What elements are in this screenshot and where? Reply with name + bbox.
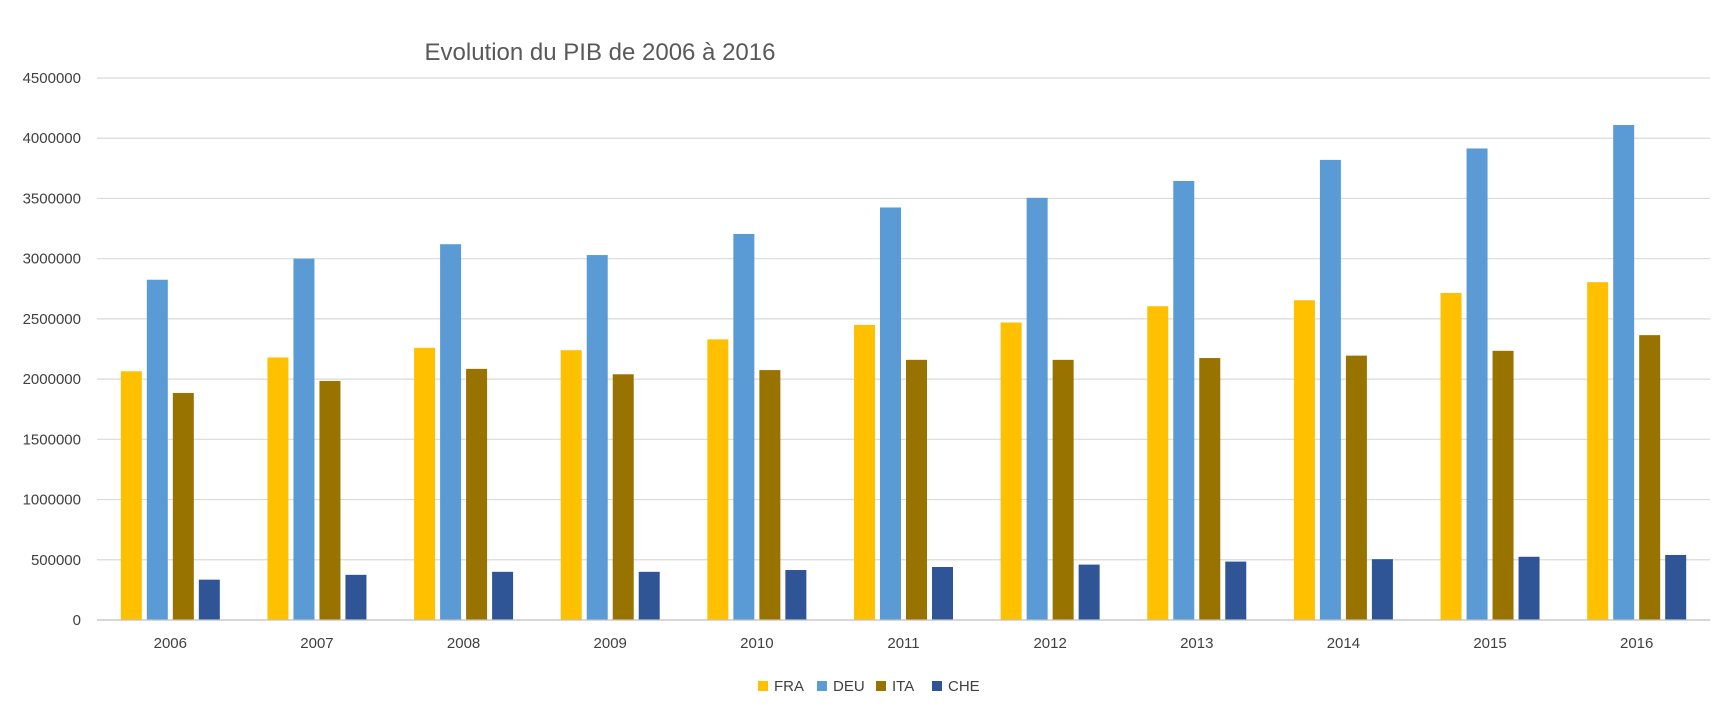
y-tick-label: 4000000 (23, 130, 81, 147)
bar-deu-2007 (293, 258, 315, 620)
x-tick-label: 2007 (300, 635, 333, 652)
bar-che-2007 (345, 574, 367, 620)
legend-label-che: CHE (948, 678, 980, 695)
legend-label-deu: DEU (833, 678, 865, 695)
bar-deu-2006 (146, 279, 168, 620)
bar-che-2010 (785, 570, 807, 620)
legend-swatch-deu (817, 681, 827, 691)
legend-swatch-ita (876, 681, 886, 691)
y-tick-label: 2000000 (23, 371, 81, 388)
bar-ita-2008 (466, 368, 488, 620)
legend: FRA DEU ITA CHE (758, 678, 980, 695)
bar-che-2008 (492, 571, 514, 620)
bar-fra-2007 (267, 357, 289, 620)
bar-deu-2013 (1173, 180, 1195, 621)
bar-deu-2016 (1613, 124, 1635, 621)
x-tick-label: 2006 (154, 635, 187, 652)
x-axis-tick-labels: 2006 2007 2008 2009 2010 2011 2012 2013 2014 2015… (154, 635, 1654, 652)
bar-deu-2014 (1319, 159, 1341, 620)
bar-che-2015 (1518, 556, 1540, 620)
y-tick-label: 1500000 (23, 431, 81, 448)
bar-fra-2016 (1587, 282, 1609, 620)
bar-ita-2006 (172, 392, 194, 620)
bar-deu-2008 (440, 244, 462, 621)
gridlines (97, 77, 1710, 561)
y-tick-label: 4500000 (23, 70, 81, 87)
bar-deu-2011 (880, 207, 901, 620)
bar-che-2016 (1665, 554, 1687, 620)
x-tick-label: 2011 (887, 635, 919, 652)
x-tick-label: 2012 (1033, 635, 1066, 652)
bar-che-2013 (1225, 561, 1247, 620)
bar-deu-2015 (1466, 148, 1488, 620)
bar-ita-2014 (1345, 355, 1367, 620)
bar-ita-2015 (1492, 350, 1514, 620)
y-tick-label: 2500000 (23, 311, 81, 328)
bar-deu-2012 (1026, 197, 1048, 620)
x-tick-label: 2008 (447, 635, 480, 652)
bar-deu-2009 (586, 255, 608, 620)
y-axis-tick-labels: 0 500000 1000000 1500000 2000000 2500000 30000… (23, 70, 81, 629)
x-tick-label: 2015 (1473, 635, 1506, 652)
bar-ita-2016 (1639, 335, 1661, 620)
bar-ita-2012 (1052, 359, 1074, 620)
bar-che-2014 (1371, 559, 1393, 620)
bar-ita-2011 (906, 359, 927, 620)
bar-fra-2008 (414, 347, 436, 620)
x-tick-label: 2014 (1327, 635, 1360, 652)
bar-ita-2009 (612, 374, 634, 620)
x-tick-label: 2016 (1620, 635, 1653, 652)
bar-che-2012 (1078, 564, 1100, 620)
bar-ita-2013 (1199, 358, 1221, 620)
bar-che-2006 (198, 579, 220, 620)
bar-deu-2010 (733, 233, 755, 620)
legend-label-fra: FRA (774, 678, 804, 695)
bar-che-2011 (932, 567, 953, 620)
bars (120, 124, 1687, 621)
bar-fra-2006 (120, 371, 142, 620)
bar-che-2009 (638, 571, 660, 620)
legend-swatch-fra (758, 681, 768, 691)
bar-ita-2010 (759, 370, 781, 620)
chart-title: Evolution du PIB de 2006 à 2016 (425, 39, 776, 66)
bar-fra-2009 (560, 350, 582, 620)
bar-fra-2011 (854, 324, 875, 620)
bar-fra-2012 (1000, 322, 1022, 620)
x-tick-label: 2010 (740, 635, 773, 652)
y-tick-label: 500000 (31, 552, 81, 569)
legend-label-ita: ITA (892, 678, 914, 695)
y-tick-label: 0 (73, 612, 81, 629)
bar-ita-2007 (319, 380, 341, 620)
y-tick-label: 3000000 (23, 251, 81, 268)
legend-swatch-che (932, 681, 942, 691)
y-tick-label: 3500000 (23, 190, 81, 207)
x-tick-label: 2013 (1180, 635, 1213, 652)
bar-fra-2013 (1147, 306, 1169, 620)
bar-fra-2010 (707, 339, 729, 620)
y-tick-label: 1000000 (23, 492, 81, 509)
bar-fra-2015 (1440, 292, 1462, 620)
x-tick-label: 2009 (594, 635, 627, 652)
bar-fra-2014 (1293, 300, 1315, 620)
